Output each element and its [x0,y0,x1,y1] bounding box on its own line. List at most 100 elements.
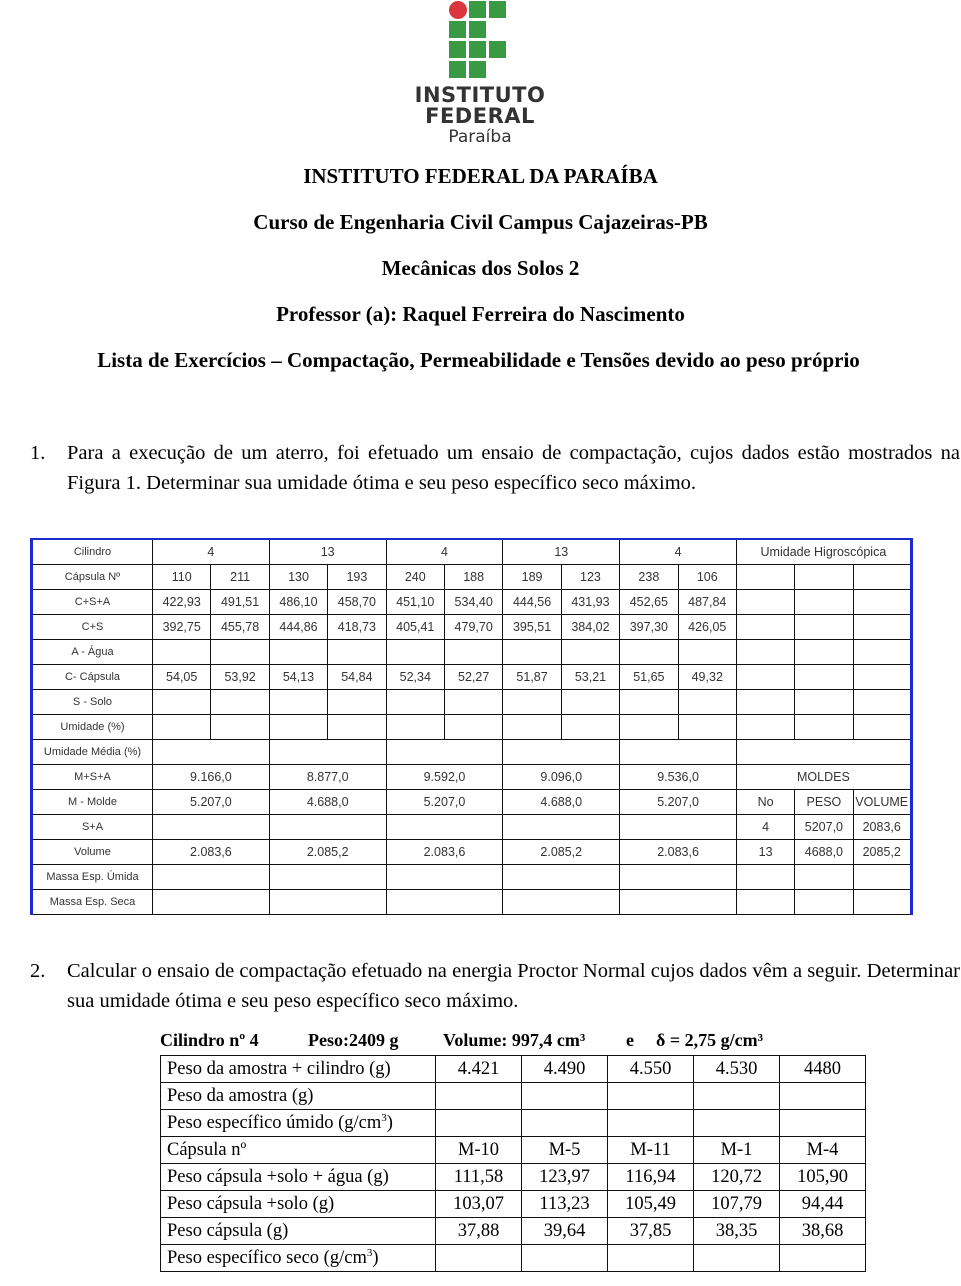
side-cell [794,889,854,915]
table-cell [560,714,621,740]
table-cell [693,1244,780,1272]
table-row: Cápsula Nº 110 211 130 193 240 188 189 123 238 106 [31,564,912,590]
side-cell [794,589,854,615]
logo-text-paraiba: Paraíba [448,127,512,147]
table-cell: 2.085,2 [502,839,621,865]
table-cell: 426,05 [677,614,737,640]
table-cell [152,814,270,840]
question-1: 1. Para a execução de um aterro, foi efe… [30,438,960,498]
row-label: M+S+A [31,764,153,790]
table-cell: 2.085,2 [268,839,387,865]
table-cell [502,689,562,715]
table-cell: 53,92 [210,664,270,690]
table-cell [443,639,504,665]
table-cell: 189 [502,564,562,590]
side-cell [852,889,912,915]
cylinder-weight: Peso:2409 g [308,1030,399,1050]
table-cell: 397,30 [619,614,679,640]
table-cell [677,689,737,715]
table-row: Umidade Média (%) [31,739,912,765]
table-cell: 444,56 [502,589,562,615]
table-cell [619,864,737,890]
row-label: Massa Esp. Seca [31,889,153,915]
table-cell [619,639,679,665]
side-cell [735,739,912,765]
table-cell [502,814,621,840]
table-cell: 4.530 [693,1055,780,1083]
table-cell: 193 [327,564,387,590]
side-cell [794,564,854,590]
table-row: A - Água [31,639,912,665]
table-cell: 13 [268,538,387,565]
side-cell [735,889,796,915]
table-cell: 8.877,0 [268,764,387,790]
side-cell [794,689,854,715]
table-cell: 444,86 [268,614,329,640]
table-cell: M-5 [521,1136,608,1164]
table-cell [435,1109,522,1137]
table-cell: 4.421 [435,1055,522,1083]
table-cell [385,814,504,840]
side-cell [852,639,912,665]
table-cell [151,714,212,740]
table-cell: 111,58 [435,1163,522,1191]
table-row: S - Solo [31,689,912,715]
table-cell: 458,70 [327,589,387,615]
side-cell [735,639,796,665]
row-label: S+A [31,814,153,840]
logo-text-federal: FEDERAL [425,104,535,128]
table-cell: 455,78 [210,614,270,640]
table-cell: 37,85 [607,1217,694,1245]
table-cell [152,739,270,765]
cylinder-volume: Volume: 997,4 cm³ [443,1030,586,1050]
table-cell [435,1082,522,1110]
table-cell: 486,10 [268,589,329,615]
table-cell: 113,23 [521,1190,608,1218]
side-cell [735,864,796,890]
table-cell [502,864,621,890]
side-cell: 4688,0 [794,839,854,865]
table-cell: 4.550 [607,1055,694,1083]
table-cell [210,639,270,665]
table-cell: 240 [385,564,445,590]
table-cell: 53,21 [560,664,621,690]
table-cell: M-4 [779,1136,866,1164]
table-row: Cápsula nº M-10 M-5 M-11 M-1 M-4 [160,1136,866,1164]
row-label: Cápsula Nº [31,564,153,590]
row-label: Umidade Média (%) [31,739,153,765]
table-cell: 2.083,6 [619,839,737,865]
table-cell: 9.536,0 [619,764,737,790]
institution-title: INSTITUTO FEDERAL DA PARAÍBA [303,164,658,188]
table-row: M+S+A 9.166,0 8.877,0 9.592,0 9.096,0 9.536,0… [31,764,912,790]
table-row: Peso da amostra + cilindro (g) 4.421 4.490… [160,1055,866,1083]
side-cell [852,664,912,690]
question-number: 1. [30,442,46,464]
table-row: M - Molde 5.207,0 4.688,0 5.207,0 4.688,0 5.2… [31,789,912,815]
table-cell: 9.096,0 [502,764,621,790]
table-cell: 120,72 [693,1163,780,1191]
table-row: C+S 392,75 455,78 444,86 418,73 405,41 479,70 3… [31,614,912,640]
table-cell: 105,49 [607,1190,694,1218]
question-number: 2. [30,960,46,982]
table-cell [268,864,387,890]
table-cell: 4480 [779,1055,866,1083]
table-cell: 103,07 [435,1190,522,1218]
table-cell: 4.688,0 [268,789,387,815]
table-cell: 9.592,0 [385,764,504,790]
side-cell: No [735,789,796,815]
row-label: Peso cápsula +solo (g) [160,1190,436,1218]
table-cell [385,739,504,765]
table-cell: 107,79 [693,1190,780,1218]
table-row: Peso específico úmido (g/cm3) [160,1109,866,1137]
table-cell: 37,88 [435,1217,522,1245]
side-cell [735,614,796,640]
table-row: C- Cápsula 54,05 53,92 54,13 54,84 52,34 52,27… [31,664,912,690]
table-cell [327,639,387,665]
row-label: Peso específico seco (g/cm3) [160,1244,436,1272]
table-cell [521,1109,608,1137]
table-cell: 13 [502,538,621,565]
table-cell [693,1082,780,1110]
side-cell [794,714,854,740]
table-cell [779,1082,866,1110]
table-cell [385,639,445,665]
